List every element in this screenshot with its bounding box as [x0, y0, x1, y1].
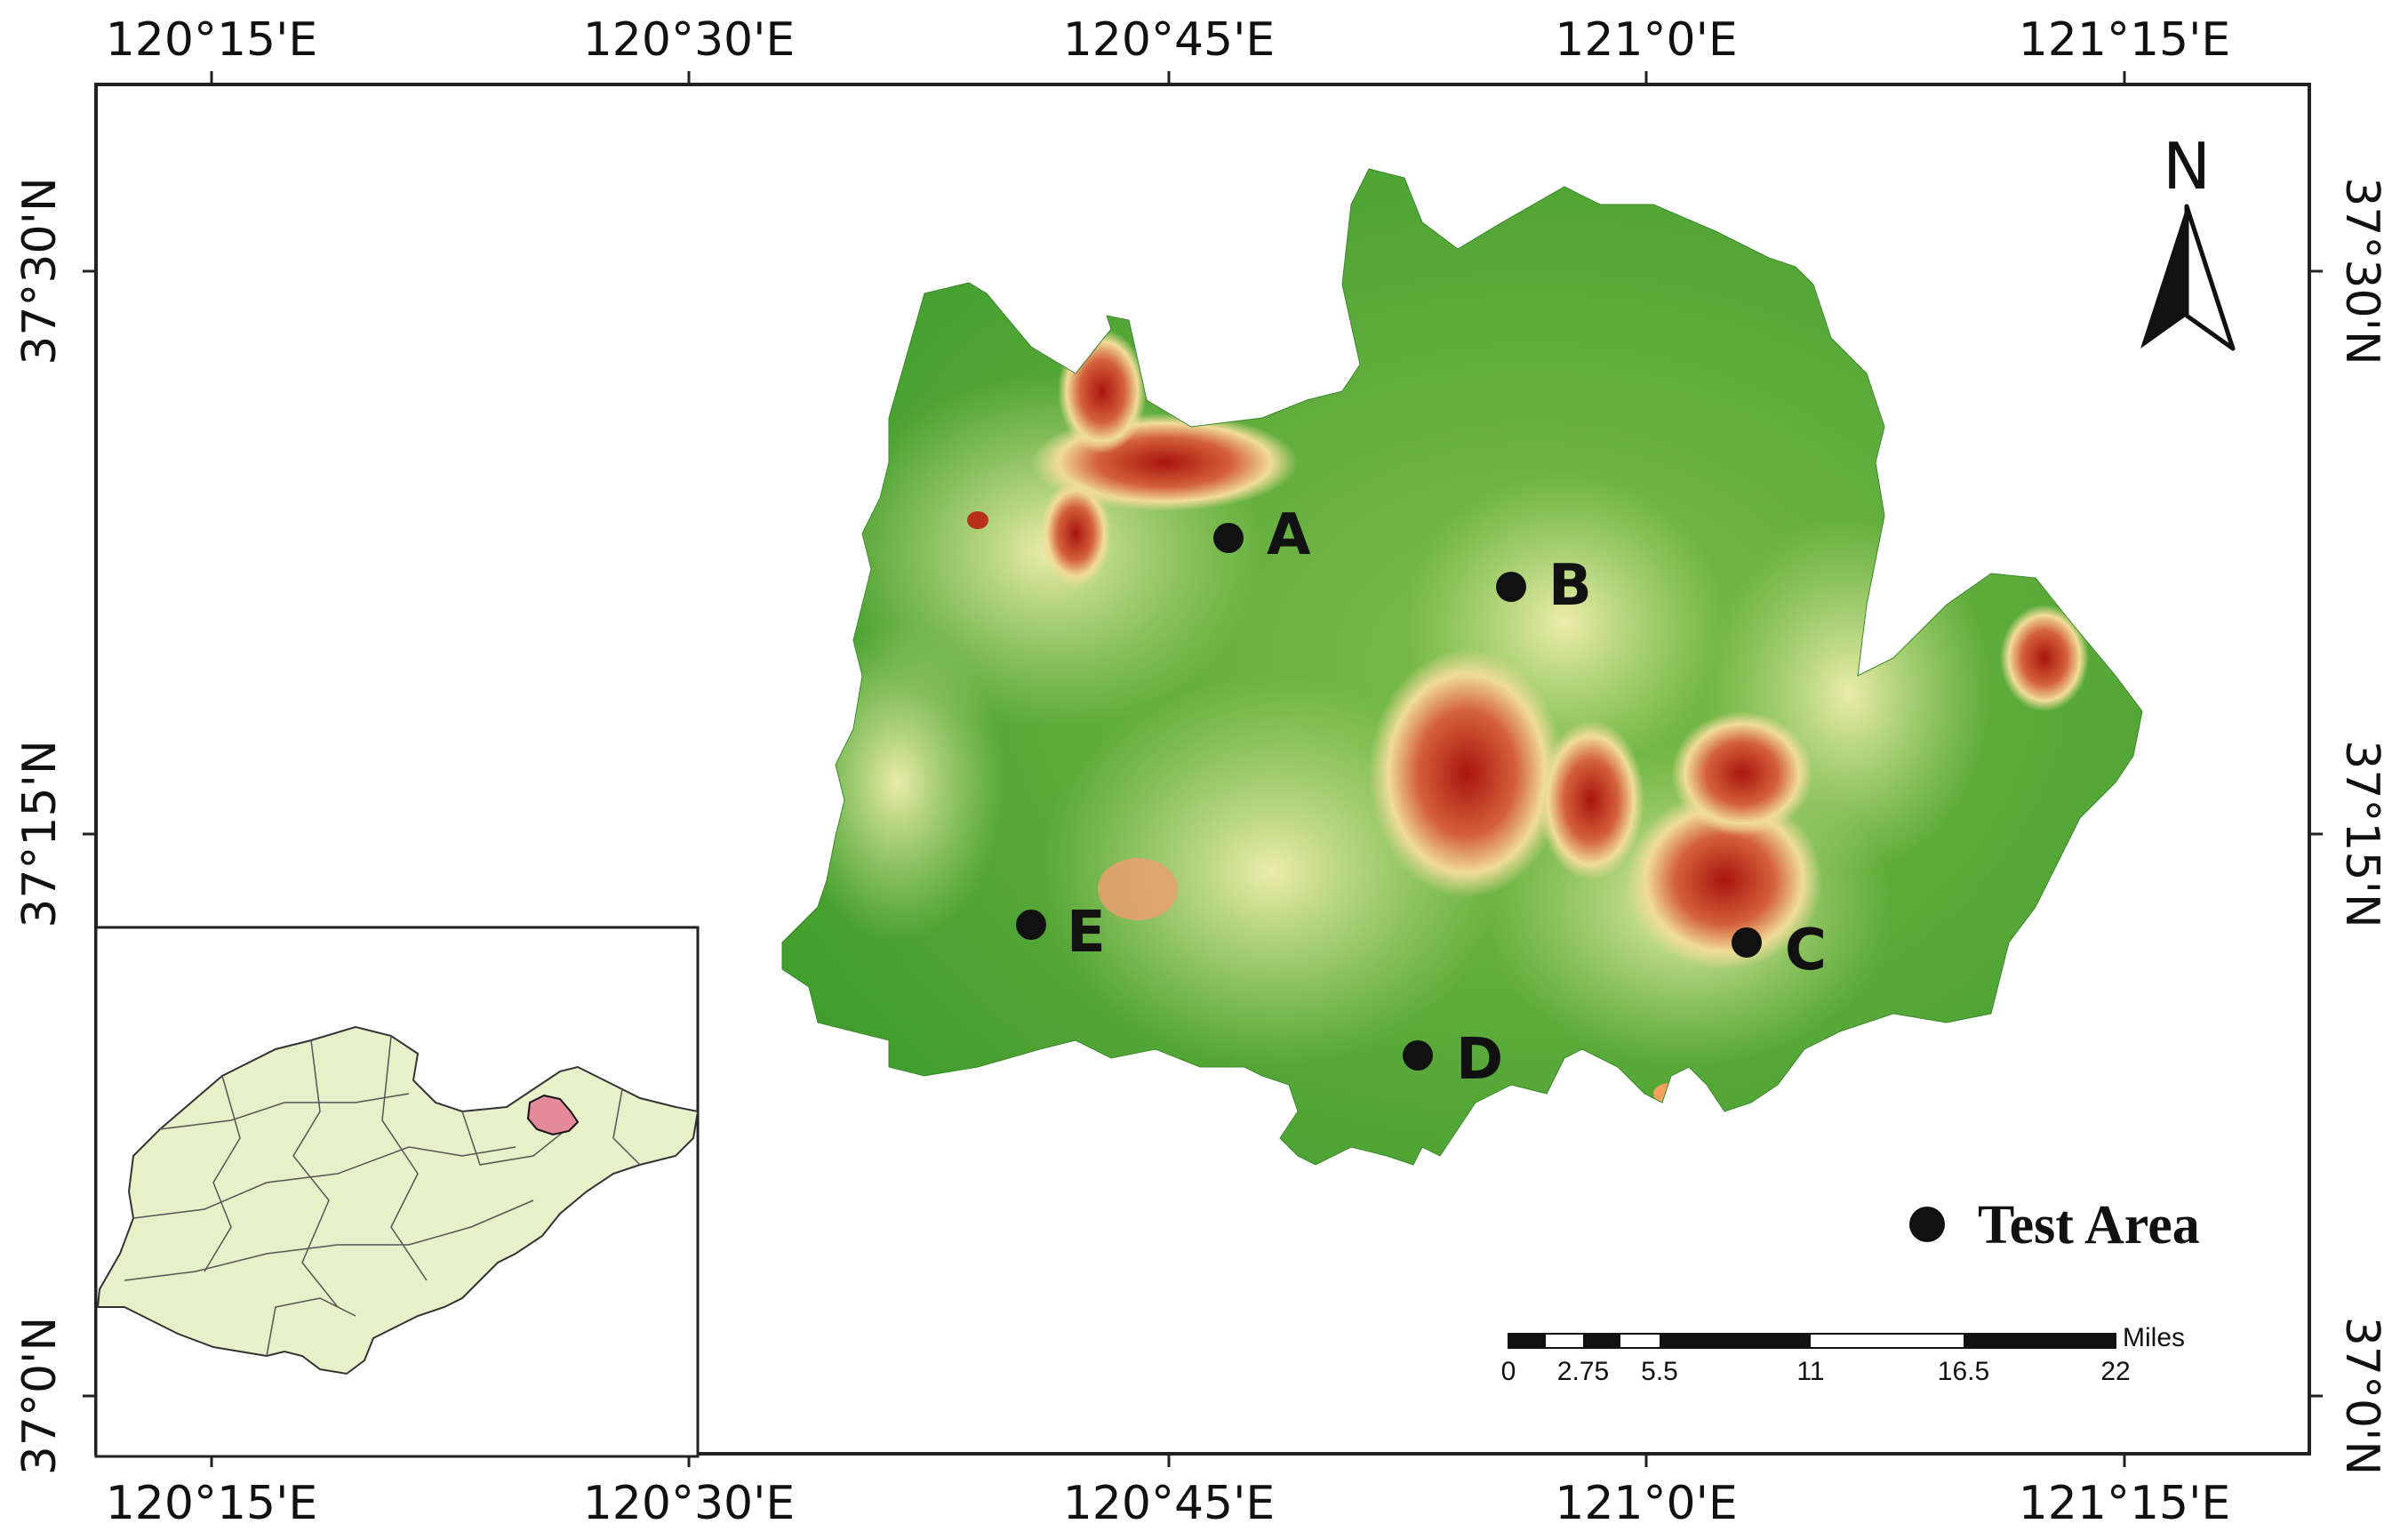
point-marker-icon — [1213, 523, 1244, 553]
region-outline — [781, 168, 2143, 1166]
test-area-point-e: E — [1016, 900, 1106, 966]
inset-map — [94, 926, 700, 1458]
north-arrow-icon: N — [2140, 129, 2236, 351]
scale-bar: Miles 0 2.75 5.5 11 16.5 22 — [1501, 1323, 2185, 1386]
top-lon-label-3: 120°45'E — [1063, 13, 1276, 67]
bottom-lon-label-5: 121°15'E — [2019, 1477, 2231, 1530]
point-label-e: E — [1067, 900, 1106, 966]
scale-tick-5: 16.5 — [1938, 1357, 1989, 1386]
bottom-lon-label-1: 120°15'E — [106, 1477, 318, 1530]
legend-label: Test Area — [1978, 1195, 2200, 1255]
scale-tick-4: 11 — [1796, 1357, 1824, 1386]
top-lon-label-2: 120°30'E — [583, 13, 796, 67]
right-lat-label-3: 37°0'N — [2335, 1317, 2388, 1475]
bottom-lon-label-3: 120°45'E — [1063, 1477, 1276, 1530]
point-label-a: A — [1267, 502, 1311, 568]
scale-unit: Miles — [2123, 1323, 2185, 1352]
left-lat-label-3: 37°0'N — [13, 1317, 67, 1475]
top-lon-label-1: 120°15'E — [106, 13, 318, 67]
point-label-d: D — [1456, 1027, 1503, 1093]
scale-tick-6: 22 — [2100, 1357, 2130, 1386]
north-label: N — [2163, 129, 2211, 204]
scale-tick-1: 0 — [1501, 1357, 1516, 1386]
province-divisions — [124, 1035, 641, 1357]
right-lat-label-1: 37°30'N — [2335, 177, 2388, 365]
graticule-ticks — [83, 71, 2323, 1467]
scale-tick-3: 5.5 — [1641, 1357, 1678, 1386]
point-label-b: B — [1548, 553, 1592, 619]
left-lat-label-1: 37°30'N — [13, 177, 67, 365]
legend: Test Area — [1909, 1195, 2200, 1255]
test-area-point-a: A — [1213, 502, 1311, 568]
top-lon-label-4: 121°0'E — [1555, 13, 1738, 67]
study-area-inset — [526, 1094, 580, 1136]
point-marker-icon — [1016, 910, 1046, 940]
bottom-lon-label-4: 121°0'E — [1555, 1477, 1738, 1530]
test-area-point-b: B — [1496, 553, 1592, 619]
right-lat-label-2: 37°15'N — [2335, 740, 2388, 928]
point-marker-icon — [1496, 572, 1526, 602]
left-lat-label-2: 37°15'N — [13, 740, 67, 928]
point-marker-icon — [1909, 1207, 1945, 1242]
top-lon-label-5: 121°15'E — [2019, 13, 2231, 67]
elevation-region — [782, 169, 2142, 1165]
point-label-c: C — [1785, 918, 1827, 983]
test-area-point-d: D — [1403, 1027, 1503, 1093]
test-area-point-c: C — [1732, 918, 1827, 983]
scale-tick-2: 2.75 — [1557, 1357, 1609, 1386]
point-marker-icon — [1732, 927, 1762, 958]
bottom-lon-label-2: 120°30'E — [583, 1477, 796, 1530]
point-marker-icon — [1403, 1040, 1433, 1071]
